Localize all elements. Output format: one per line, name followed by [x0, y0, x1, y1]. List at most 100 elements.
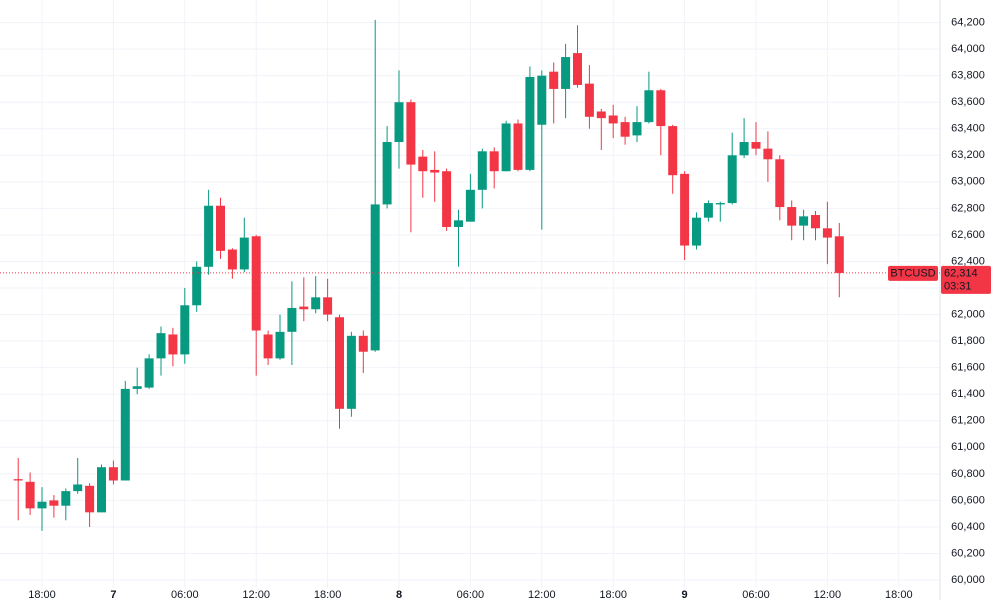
candle-body	[656, 90, 666, 127]
y-tick-label: 61,600	[951, 362, 985, 374]
symbol-tag	[888, 265, 938, 281]
symbol-label: BTCUSD	[890, 267, 935, 279]
x-tick-label: 06:00	[171, 589, 199, 600]
candle-body	[715, 203, 725, 205]
candle-body	[97, 467, 106, 513]
y-tick-label: 61,400	[951, 388, 985, 400]
y-tick-label: 61,200	[951, 415, 985, 427]
y-tick-label: 61,000	[951, 441, 985, 453]
candle-body	[358, 335, 368, 352]
candle-body	[323, 297, 333, 315]
candle-body	[822, 228, 832, 238]
candle-body	[239, 237, 249, 270]
candle-body	[644, 90, 654, 123]
candle-body	[584, 83, 594, 117]
y-tick-label: 63,200	[951, 149, 985, 161]
last-price-label: 62,314	[944, 267, 978, 279]
price-tag	[941, 265, 991, 294]
candle-body	[335, 317, 344, 409]
candle-body	[227, 249, 237, 270]
y-tick-label: 62,000	[951, 308, 985, 320]
x-tick-label: 12:00	[242, 589, 270, 600]
x-tick-label: 9	[682, 589, 688, 600]
candle-body	[263, 334, 273, 359]
candle-body	[537, 75, 547, 125]
candle-body	[751, 142, 761, 149]
x-tick-label: 06:00	[457, 589, 485, 600]
candle-body	[108, 467, 118, 481]
candle-body	[513, 123, 523, 170]
countdown-label: 03:31	[944, 280, 972, 292]
candle-body	[703, 203, 713, 218]
x-tick-label: 06:00	[742, 589, 770, 600]
x-tick-label: 18:00	[599, 589, 627, 600]
candle-body	[287, 307, 297, 332]
candle-body	[632, 122, 642, 136]
y-tick-label: 61,800	[951, 335, 985, 347]
candle-body	[454, 220, 463, 227]
candle-body	[370, 204, 380, 351]
candle-body	[477, 151, 487, 190]
candle-body	[465, 189, 475, 222]
candle-body	[834, 236, 844, 273]
candle-body	[156, 333, 166, 359]
x-tick-label: 12:00	[814, 589, 842, 600]
candle-body	[144, 358, 154, 388]
candle-body	[501, 123, 511, 172]
candle-body	[168, 334, 178, 355]
x-tick-label: 18:00	[885, 589, 913, 600]
y-tick-label: 64,000	[951, 43, 985, 55]
candle-body	[132, 386, 142, 389]
candle-body	[311, 297, 321, 310]
candle-body	[739, 142, 749, 156]
candle-body	[216, 205, 225, 251]
candle-body	[620, 122, 630, 137]
x-tick-label: 18:00	[28, 589, 56, 600]
candle-body	[442, 171, 452, 227]
candle-body	[299, 306, 309, 310]
candle-body	[13, 479, 23, 481]
candle-body	[561, 57, 571, 89]
y-tick-label: 63,400	[951, 123, 985, 135]
y-tick-label: 64,200	[951, 16, 985, 28]
y-tick-label: 60,800	[951, 468, 985, 480]
candle-body	[204, 205, 214, 267]
candle-body	[192, 266, 202, 306]
candle-body	[275, 331, 285, 359]
y-tick-label: 60,200	[951, 547, 985, 559]
candle-body	[668, 126, 678, 176]
candle-body	[787, 207, 797, 226]
x-tick-label: 18:00	[314, 589, 342, 600]
candle-body	[418, 156, 428, 172]
y-tick-label: 63,000	[951, 176, 985, 188]
y-tick-label: 60,000	[951, 574, 985, 586]
y-tick-label: 63,600	[951, 96, 985, 108]
candle-body	[430, 169, 440, 173]
candle-body	[727, 155, 737, 204]
candle-body	[394, 102, 404, 143]
candle-body	[251, 236, 261, 331]
candle-body	[799, 216, 809, 226]
candle-body	[37, 501, 47, 509]
candle-body	[489, 151, 499, 172]
candle-body	[811, 215, 820, 229]
candle-body	[25, 481, 35, 509]
candle-body	[346, 335, 356, 409]
candle-body	[382, 142, 392, 205]
candle-body	[573, 53, 582, 85]
candle-body	[85, 485, 95, 513]
candle-body	[608, 115, 618, 124]
candle-body	[180, 305, 190, 355]
x-tick-label: 12:00	[528, 589, 556, 600]
candle-body	[406, 102, 416, 165]
candle-body	[596, 111, 606, 119]
y-tick-label: 63,800	[951, 70, 985, 82]
y-tick-label: 62,600	[951, 229, 985, 241]
candle-body	[680, 173, 690, 246]
y-tick-label: 62,800	[951, 202, 985, 214]
candle-body	[775, 159, 785, 208]
candle-body	[73, 484, 83, 492]
candle-body	[763, 148, 773, 160]
